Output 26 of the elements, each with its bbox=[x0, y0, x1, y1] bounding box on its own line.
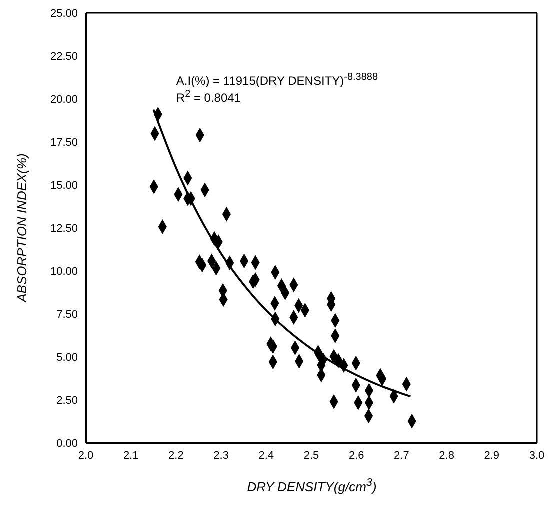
y-tick-label: 0.00 bbox=[56, 438, 78, 450]
x-tick-label: 2.4 bbox=[258, 450, 274, 462]
x-tick-label: 2.7 bbox=[394, 450, 410, 462]
x-tick-label: 2.6 bbox=[348, 450, 364, 462]
y-tick-label: 7.50 bbox=[56, 308, 78, 321]
y-tick-label: 25.00 bbox=[50, 8, 78, 20]
y-tick-label: 5.00 bbox=[56, 352, 78, 364]
x-tick-label: 2.9 bbox=[484, 450, 500, 462]
x-tick-label: 2.5 bbox=[304, 450, 320, 462]
y-tick-label: 10.00 bbox=[50, 266, 78, 278]
y-tick-label: 20.00 bbox=[50, 94, 78, 106]
y-tick-label: 2.50 bbox=[56, 394, 78, 407]
x-tick-label: 2.3 bbox=[214, 450, 229, 462]
x-tick-label: 2.2 bbox=[168, 450, 184, 462]
x-tick-label: 2.0 bbox=[78, 450, 94, 462]
annotation: R$^{2}$ = 0.8041 bbox=[176, 89, 242, 105]
x-tick-label: 3.0 bbox=[529, 450, 545, 462]
y-axis-title: ABSORPTION INDEX(%) bbox=[14, 153, 30, 302]
y-tick-label: 22.50 bbox=[50, 50, 78, 63]
y-tick-label: 12.50 bbox=[50, 222, 78, 235]
y-tick-label: 17.50 bbox=[50, 136, 78, 149]
annotation: A.I(%) = 11915(DRY DENSITY)$^{-8.3888}$ bbox=[176, 72, 378, 88]
x-tick-label: 2.1 bbox=[123, 450, 139, 462]
x-tick-label: 2.8 bbox=[439, 450, 454, 462]
y-tick-label: 15.00 bbox=[50, 180, 78, 192]
x-axis-title: DRY DENSITY(g/cm$^{3}$) bbox=[246, 477, 378, 494]
